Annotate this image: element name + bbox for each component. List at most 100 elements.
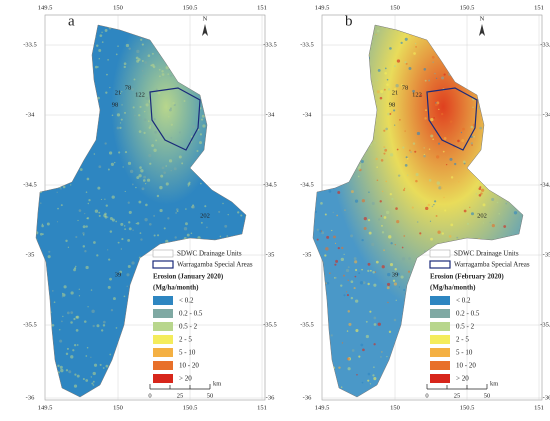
texture-dot [493, 365, 496, 368]
texture-dot [335, 156, 339, 160]
texture-dot [404, 130, 406, 132]
texture-dot [525, 366, 528, 369]
texture-dot [165, 46, 169, 50]
lon-tick-label: 149.5 [315, 4, 330, 11]
texture-dot [393, 65, 396, 68]
texture-dot [350, 296, 354, 300]
texture-dot [195, 67, 199, 71]
texture-dot [462, 127, 465, 131]
legend-swatch [430, 296, 450, 305]
texture-dot [244, 383, 246, 388]
texture-dot [402, 392, 404, 394]
texture-dot [499, 118, 503, 122]
texture-dot [124, 228, 127, 231]
texture-dot [510, 149, 513, 152]
texture-dot [100, 198, 103, 201]
texture-dot [70, 355, 74, 359]
texture-dot [222, 202, 224, 205]
texture-dot [338, 366, 341, 369]
texture-dot [201, 114, 205, 118]
texture-dot [237, 211, 240, 214]
texture-dot [497, 109, 500, 112]
texture-dot [136, 268, 139, 271]
texture-dot [335, 99, 339, 103]
texture-dot [60, 368, 64, 373]
texture-dot [381, 351, 383, 353]
texture-dot [244, 21, 247, 24]
scale-label: 0 [148, 392, 151, 399]
texture-dot [375, 260, 379, 264]
texture-dot [93, 241, 96, 244]
texture-dot [226, 235, 229, 237]
lat-tick-label: -33.5 [300, 41, 314, 48]
texture-dot [99, 363, 102, 366]
texture-dot [505, 169, 508, 172]
texture-dot [519, 294, 522, 298]
texture-dot [72, 172, 75, 175]
texture-dot [356, 374, 358, 376]
texture-dot [129, 325, 133, 329]
unit-label: 122 [135, 91, 145, 98]
texture-dot [38, 137, 40, 139]
north-arrow [479, 24, 485, 36]
texture-dot [450, 352, 454, 356]
legend-entry: 5 - 10 [179, 349, 196, 357]
texture-dot [98, 211, 101, 214]
texture-dot [157, 234, 160, 237]
texture-dot [91, 109, 93, 111]
texture-dot [509, 258, 511, 260]
texture-dot [495, 129, 498, 132]
texture-dot [237, 134, 241, 137]
texture-dot [322, 149, 326, 153]
texture-dot [518, 245, 521, 248]
texture-dot [459, 21, 460, 22]
texture-dot [387, 88, 391, 91]
texture-dot [411, 206, 414, 209]
texture-dot [386, 83, 389, 86]
texture-dot [442, 257, 444, 259]
texture-dot [200, 93, 204, 97]
texture-dot [131, 183, 134, 186]
texture-dot [389, 47, 392, 50]
texture-dot [431, 35, 434, 37]
texture-dot [478, 194, 482, 197]
texture-dot [489, 299, 492, 303]
texture-dot [134, 114, 136, 117]
texture-dot [484, 25, 487, 28]
texture-dot [87, 202, 90, 205]
texture-dot [136, 222, 140, 225]
texture-dot [476, 329, 478, 331]
texture-dot [507, 307, 511, 310]
texture-dot [75, 328, 79, 332]
texture-dot [355, 328, 359, 333]
texture-dot [70, 311, 74, 314]
texture-dot [379, 200, 382, 203]
texture-dot [117, 241, 120, 244]
texture-dot [83, 153, 85, 156]
texture-dot [76, 374, 80, 378]
texture-dot [224, 224, 228, 228]
texture-dot [88, 56, 92, 60]
lat-tick-label: -35 [26, 251, 35, 258]
texture-dot [524, 127, 527, 130]
texture-dot [109, 277, 112, 281]
texture-dot [130, 299, 134, 303]
legend-title: Erosion (January 2020) [153, 273, 224, 281]
texture-dot [373, 283, 377, 287]
texture-dot [365, 334, 369, 339]
texture-dot [469, 206, 471, 209]
texture-dot [144, 217, 148, 222]
texture-dot [415, 46, 417, 48]
texture-dot [444, 209, 447, 212]
texture-dot [328, 189, 332, 193]
texture-dot [361, 381, 364, 384]
texture-dot [431, 55, 435, 59]
lat-tick-label: -36 [26, 394, 35, 401]
texture-dot [115, 53, 118, 56]
lat-tick-label: -35 [543, 251, 550, 258]
texture-dot [386, 282, 391, 286]
texture-dot [354, 199, 359, 203]
texture-dot [137, 25, 141, 26]
texture-dot [344, 209, 346, 211]
